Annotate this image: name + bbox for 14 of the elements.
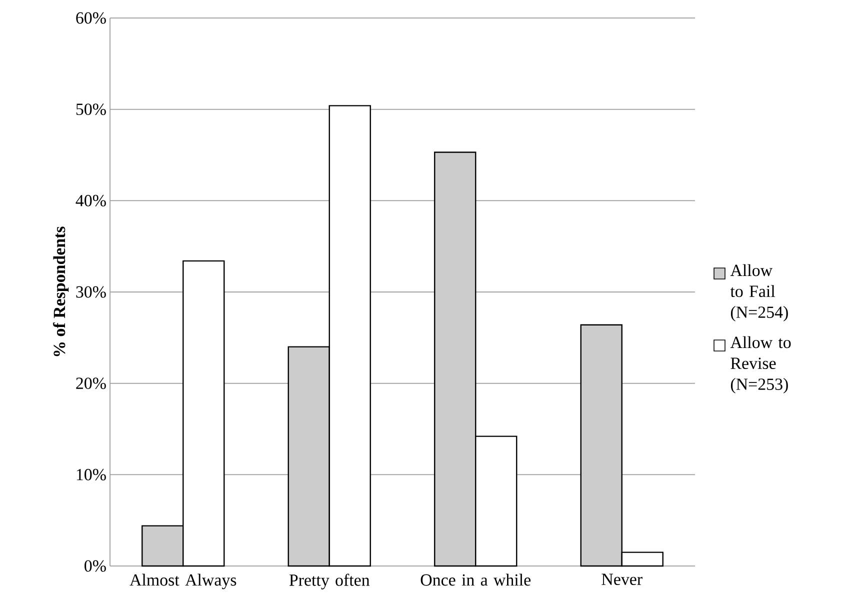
y-tick-label: 30% <box>76 286 106 298</box>
legend-label: Allow to Revise (N=253) <box>730 336 791 394</box>
y-tick-label: 20% <box>76 378 106 390</box>
y-tick-label: 10% <box>76 468 106 480</box>
y-tick-label: 50% <box>76 104 106 116</box>
y-tick-label: 0% <box>84 560 106 572</box>
x-tick-label: Never <box>602 574 642 586</box>
y-tick-label: 60% <box>76 12 106 24</box>
y-axis-title: % of Respondents <box>53 226 69 356</box>
legend-label: Allow to Fail (N=254) <box>730 264 788 322</box>
x-tick-label: Almost Always <box>130 574 236 590</box>
x-tick-label: Pretty often <box>289 574 370 590</box>
x-tick-label: Once in a while <box>420 574 531 586</box>
y-tick-label: 40% <box>76 194 106 206</box>
